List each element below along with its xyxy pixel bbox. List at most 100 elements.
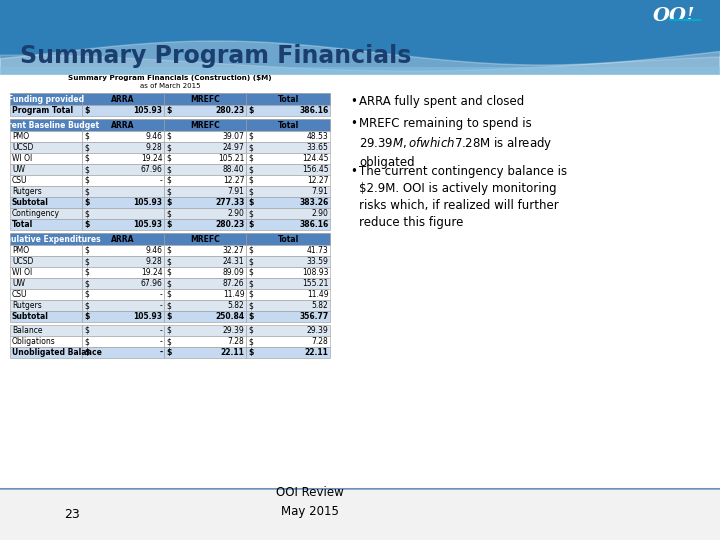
Text: $: $ bbox=[248, 176, 253, 185]
Text: 5.82: 5.82 bbox=[312, 301, 328, 310]
Text: 29.39: 29.39 bbox=[222, 326, 245, 335]
Text: -: - bbox=[160, 290, 163, 299]
Bar bbox=[164, 93, 246, 105]
Bar bbox=[246, 219, 330, 230]
Text: $: $ bbox=[84, 209, 89, 218]
Text: UW: UW bbox=[12, 165, 25, 174]
Text: ARRA: ARRA bbox=[112, 120, 135, 130]
Text: $: $ bbox=[84, 176, 89, 185]
Text: $: $ bbox=[166, 279, 171, 288]
Bar bbox=[246, 267, 330, 278]
Text: $: $ bbox=[166, 176, 171, 185]
Text: MREFC remaining to spend is
$29.39M, of which $7.28M is already
obligated: MREFC remaining to spend is $29.39M, of … bbox=[359, 118, 552, 170]
Text: $: $ bbox=[84, 257, 89, 266]
Bar bbox=[164, 175, 246, 186]
Bar bbox=[164, 219, 246, 230]
Text: 48.53: 48.53 bbox=[307, 132, 328, 141]
Bar bbox=[164, 278, 246, 289]
Text: Balance: Balance bbox=[12, 326, 42, 335]
Text: Obligations: Obligations bbox=[12, 337, 55, 346]
Bar bbox=[82, 233, 164, 245]
Text: Total: Total bbox=[277, 234, 299, 244]
Bar bbox=[82, 245, 164, 256]
Bar bbox=[10, 311, 82, 322]
Text: $: $ bbox=[84, 279, 89, 288]
Text: $: $ bbox=[248, 209, 253, 218]
Text: -: - bbox=[160, 176, 163, 185]
Text: CSU: CSU bbox=[12, 290, 27, 299]
Bar bbox=[246, 93, 330, 105]
Text: $: $ bbox=[84, 312, 89, 321]
Bar bbox=[82, 142, 164, 153]
Text: $: $ bbox=[84, 154, 89, 163]
Text: 12.27: 12.27 bbox=[223, 176, 245, 185]
Bar bbox=[246, 208, 330, 219]
Bar bbox=[246, 347, 330, 358]
Bar bbox=[246, 278, 330, 289]
Text: $: $ bbox=[166, 268, 171, 277]
Bar bbox=[10, 153, 82, 164]
Text: $: $ bbox=[84, 220, 89, 229]
Text: $: $ bbox=[166, 209, 171, 218]
Text: 11.49: 11.49 bbox=[307, 290, 328, 299]
Text: $: $ bbox=[166, 132, 171, 141]
Bar bbox=[164, 256, 246, 267]
Text: 386.16: 386.16 bbox=[300, 220, 328, 229]
Text: $: $ bbox=[248, 198, 253, 207]
Text: 156.45: 156.45 bbox=[302, 165, 328, 174]
Text: 9.28: 9.28 bbox=[145, 143, 163, 152]
Text: $: $ bbox=[84, 165, 89, 174]
Text: 280.23: 280.23 bbox=[215, 220, 245, 229]
Text: 12.27: 12.27 bbox=[307, 176, 328, 185]
Bar bbox=[246, 175, 330, 186]
Text: $: $ bbox=[166, 220, 171, 229]
Text: $: $ bbox=[166, 187, 171, 196]
Text: 250.84: 250.84 bbox=[215, 312, 245, 321]
Text: $: $ bbox=[84, 106, 89, 115]
Text: 32.27: 32.27 bbox=[223, 246, 245, 255]
Text: 5.82: 5.82 bbox=[228, 301, 245, 310]
Text: -: - bbox=[160, 301, 163, 310]
Text: 24.31: 24.31 bbox=[223, 257, 245, 266]
Bar bbox=[10, 164, 82, 175]
Text: 7.28: 7.28 bbox=[228, 337, 245, 346]
Text: PMO: PMO bbox=[12, 246, 29, 255]
Polygon shape bbox=[0, 41, 720, 75]
Text: Summary Program Financials: Summary Program Financials bbox=[20, 44, 411, 68]
Text: $: $ bbox=[166, 301, 171, 310]
Bar bbox=[246, 336, 330, 347]
Bar bbox=[164, 119, 246, 131]
Bar bbox=[0, 488, 720, 490]
Bar bbox=[164, 153, 246, 164]
Bar bbox=[82, 93, 164, 105]
Text: $: $ bbox=[248, 143, 253, 152]
Text: 24.97: 24.97 bbox=[222, 143, 245, 152]
Text: $: $ bbox=[248, 301, 253, 310]
Text: $: $ bbox=[248, 106, 253, 115]
Bar bbox=[0, 488, 720, 540]
Text: OOI Review
May 2015: OOI Review May 2015 bbox=[276, 487, 344, 517]
Bar bbox=[82, 267, 164, 278]
Text: $: $ bbox=[166, 165, 171, 174]
Text: Rutgers: Rutgers bbox=[12, 301, 42, 310]
Text: Total: Total bbox=[12, 220, 33, 229]
Text: MREFC: MREFC bbox=[190, 120, 220, 130]
Bar bbox=[164, 186, 246, 197]
Bar bbox=[10, 131, 82, 142]
Text: Funding provided: Funding provided bbox=[8, 94, 84, 104]
Text: $: $ bbox=[166, 106, 171, 115]
Bar bbox=[10, 336, 82, 347]
Bar bbox=[82, 300, 164, 311]
Bar bbox=[10, 142, 82, 153]
Text: $: $ bbox=[84, 348, 89, 357]
Text: $: $ bbox=[248, 246, 253, 255]
Text: Current Baseline Budget: Current Baseline Budget bbox=[0, 120, 99, 130]
Text: UW: UW bbox=[12, 279, 25, 288]
Text: OO!: OO! bbox=[652, 7, 695, 25]
Text: 67.96: 67.96 bbox=[140, 279, 163, 288]
Text: 2.90: 2.90 bbox=[312, 209, 328, 218]
Bar bbox=[164, 142, 246, 153]
Text: Summary Program Financials (Construction) ($M): Summary Program Financials (Construction… bbox=[68, 75, 272, 81]
Text: 108.93: 108.93 bbox=[302, 268, 328, 277]
Text: 383.26: 383.26 bbox=[300, 198, 328, 207]
